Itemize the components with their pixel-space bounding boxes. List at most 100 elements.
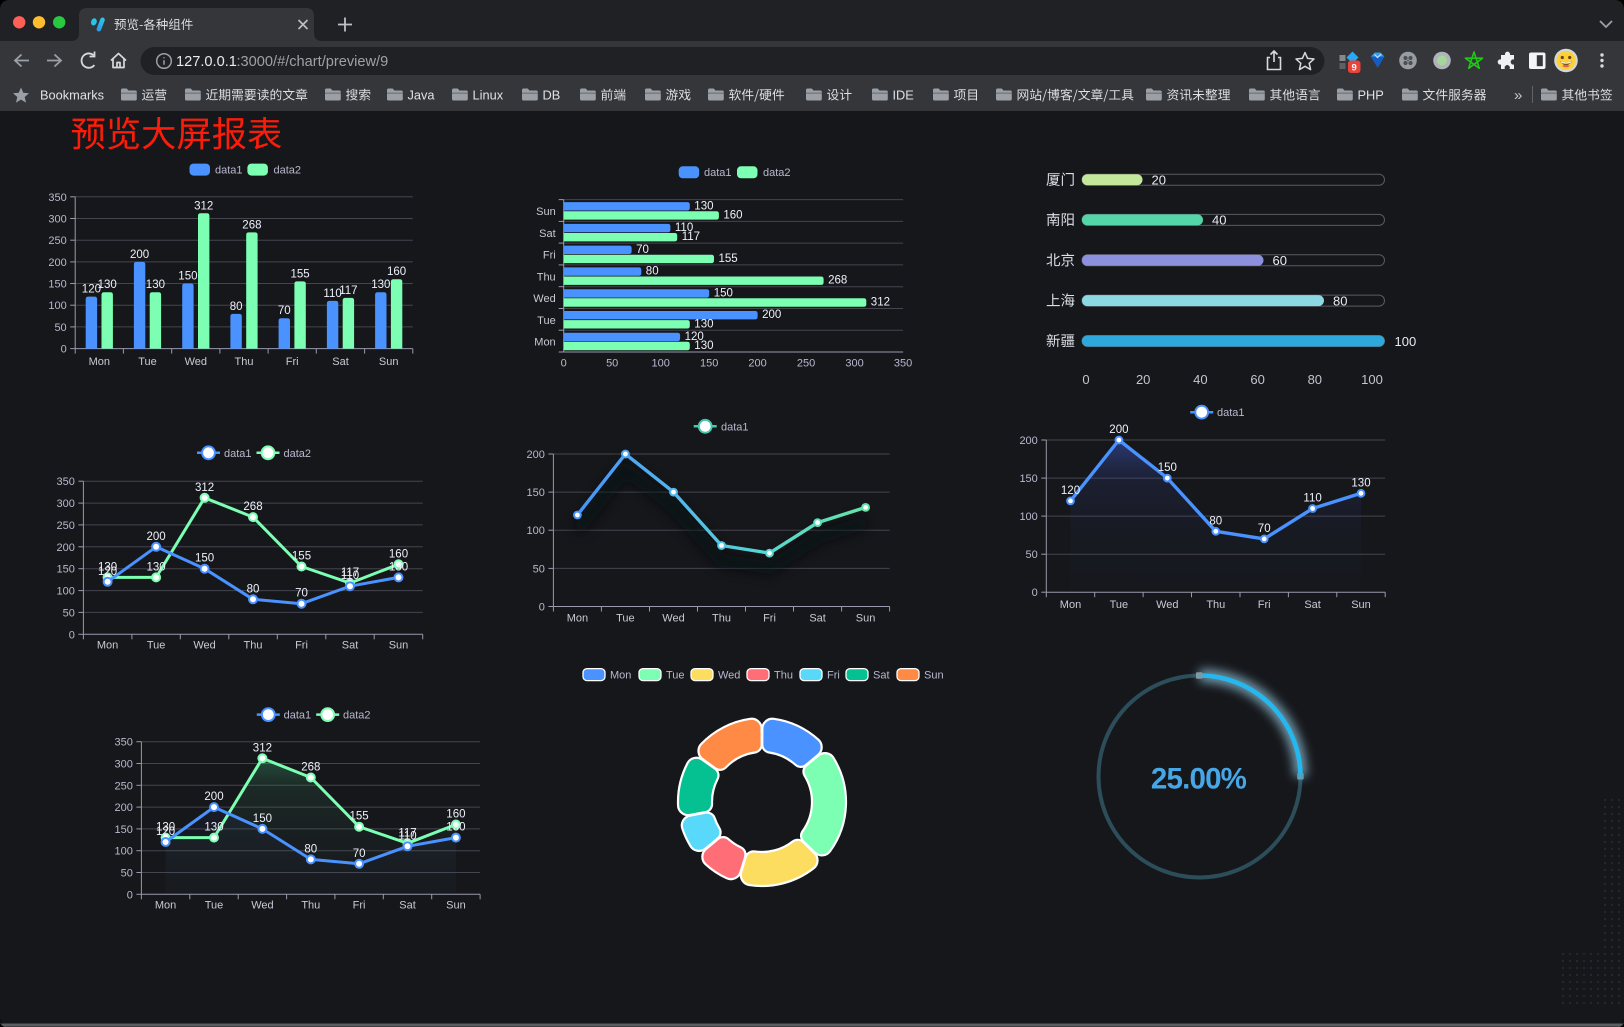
svg-text:60: 60 bbox=[1250, 372, 1264, 387]
svg-text:160: 160 bbox=[723, 209, 742, 221]
svg-text:Fri: Fri bbox=[827, 670, 840, 682]
svg-text:160: 160 bbox=[389, 548, 408, 560]
svg-text:Sat: Sat bbox=[539, 228, 556, 240]
svg-text:150: 150 bbox=[700, 358, 718, 370]
svg-text:Wed: Wed bbox=[533, 293, 555, 305]
svg-text:110: 110 bbox=[398, 830, 416, 842]
svg-text:250: 250 bbox=[48, 235, 66, 247]
svg-text:0: 0 bbox=[1032, 587, 1038, 599]
svg-text:127.0.0.1: 127.0.0.1 bbox=[176, 54, 237, 70]
svg-text:data2: data2 bbox=[343, 710, 371, 722]
svg-text:0: 0 bbox=[561, 358, 567, 370]
svg-text:120: 120 bbox=[156, 826, 175, 838]
svg-text:250: 250 bbox=[797, 358, 815, 370]
svg-text:50: 50 bbox=[121, 868, 133, 880]
svg-text:80: 80 bbox=[247, 583, 260, 595]
svg-text:110: 110 bbox=[341, 570, 359, 582]
svg-text:50: 50 bbox=[63, 607, 75, 619]
svg-text:Thu: Thu bbox=[712, 612, 731, 624]
svg-text:300: 300 bbox=[115, 759, 133, 771]
svg-text:130: 130 bbox=[371, 279, 390, 291]
svg-text:data2: data2 bbox=[763, 167, 791, 179]
svg-text:data1: data1 bbox=[721, 421, 749, 433]
svg-text:50: 50 bbox=[1026, 549, 1038, 561]
svg-text:Java: Java bbox=[408, 88, 436, 103]
svg-text:50: 50 bbox=[606, 358, 618, 370]
svg-text:Mon: Mon bbox=[610, 670, 631, 682]
svg-text:268: 268 bbox=[242, 219, 261, 231]
svg-text:9: 9 bbox=[1352, 63, 1357, 74]
svg-text:200: 200 bbox=[130, 249, 149, 261]
svg-text:150: 150 bbox=[714, 287, 733, 299]
svg-text:Bookmarks: Bookmarks bbox=[40, 88, 104, 103]
svg-text:117: 117 bbox=[341, 567, 359, 579]
svg-text:Tue: Tue bbox=[537, 315, 556, 327]
svg-text:Wed: Wed bbox=[718, 670, 740, 682]
svg-text:Tue: Tue bbox=[666, 670, 685, 682]
svg-text:Tue: Tue bbox=[147, 639, 166, 651]
svg-text:130: 130 bbox=[98, 279, 117, 291]
svg-text:312: 312 bbox=[871, 297, 890, 309]
svg-text:250: 250 bbox=[115, 780, 133, 792]
svg-text:200: 200 bbox=[748, 358, 766, 370]
svg-text:110: 110 bbox=[323, 288, 341, 300]
svg-text:Fri: Fri bbox=[295, 639, 308, 651]
svg-text:117: 117 bbox=[398, 827, 416, 839]
svg-text:Mon: Mon bbox=[89, 356, 110, 368]
svg-text:Fri: Fri bbox=[543, 250, 556, 262]
svg-text:80: 80 bbox=[646, 266, 659, 278]
svg-text:Sat: Sat bbox=[809, 612, 826, 624]
svg-text:Thu: Thu bbox=[774, 670, 793, 682]
svg-text:200: 200 bbox=[1019, 435, 1037, 447]
svg-text:Tue: Tue bbox=[205, 900, 224, 912]
svg-text:150: 150 bbox=[178, 271, 197, 283]
svg-text:Fri: Fri bbox=[1258, 599, 1271, 611]
svg-text:150: 150 bbox=[1019, 473, 1037, 485]
svg-text:300: 300 bbox=[845, 358, 863, 370]
svg-text:160: 160 bbox=[387, 266, 406, 278]
svg-text:Thu: Thu bbox=[244, 639, 263, 651]
svg-text:Wed: Wed bbox=[662, 612, 684, 624]
svg-text:300: 300 bbox=[48, 214, 66, 226]
svg-text:160: 160 bbox=[446, 809, 465, 821]
svg-text:150: 150 bbox=[253, 813, 272, 825]
svg-text:120: 120 bbox=[82, 284, 101, 296]
svg-text:Wed: Wed bbox=[251, 900, 273, 912]
svg-text:Sun: Sun bbox=[446, 900, 466, 912]
svg-text:200: 200 bbox=[1109, 424, 1128, 436]
svg-text:Wed: Wed bbox=[1156, 599, 1178, 611]
svg-text:0: 0 bbox=[61, 344, 67, 356]
svg-text:200: 200 bbox=[147, 531, 166, 543]
svg-text:350: 350 bbox=[57, 476, 75, 488]
svg-text:Tue: Tue bbox=[138, 356, 157, 368]
svg-text:data2: data2 bbox=[284, 448, 312, 460]
svg-text:100: 100 bbox=[1019, 511, 1037, 523]
svg-text:70: 70 bbox=[1258, 523, 1271, 535]
svg-text:80: 80 bbox=[1333, 293, 1347, 308]
svg-text:100: 100 bbox=[1361, 372, 1383, 387]
svg-text:Wed: Wed bbox=[193, 639, 215, 651]
svg-text:80: 80 bbox=[1209, 515, 1222, 527]
svg-text:312: 312 bbox=[195, 482, 214, 494]
svg-text:Sat: Sat bbox=[1304, 599, 1321, 611]
svg-text:PHP: PHP bbox=[1358, 88, 1384, 103]
svg-text:50: 50 bbox=[54, 322, 66, 334]
svg-text:Mon: Mon bbox=[155, 900, 176, 912]
svg-text:data1: data1 bbox=[284, 710, 312, 722]
svg-text:Thu: Thu bbox=[537, 271, 556, 283]
svg-text:130: 130 bbox=[389, 561, 408, 573]
svg-text:100: 100 bbox=[48, 300, 66, 312]
svg-text:120: 120 bbox=[1061, 485, 1080, 497]
svg-text:150: 150 bbox=[57, 564, 75, 576]
svg-text:Sun: Sun bbox=[389, 639, 409, 651]
svg-text:117: 117 bbox=[682, 231, 700, 243]
svg-text:130: 130 bbox=[694, 200, 713, 212]
svg-text:120: 120 bbox=[98, 566, 117, 578]
svg-text:Sun: Sun bbox=[379, 356, 399, 368]
svg-text:250: 250 bbox=[57, 520, 75, 532]
svg-text:25.00%: 25.00% bbox=[1151, 763, 1247, 796]
svg-text:100: 100 bbox=[57, 586, 75, 598]
svg-text:110: 110 bbox=[1303, 493, 1321, 505]
svg-text:110: 110 bbox=[675, 222, 693, 234]
svg-text:40: 40 bbox=[1193, 372, 1207, 387]
